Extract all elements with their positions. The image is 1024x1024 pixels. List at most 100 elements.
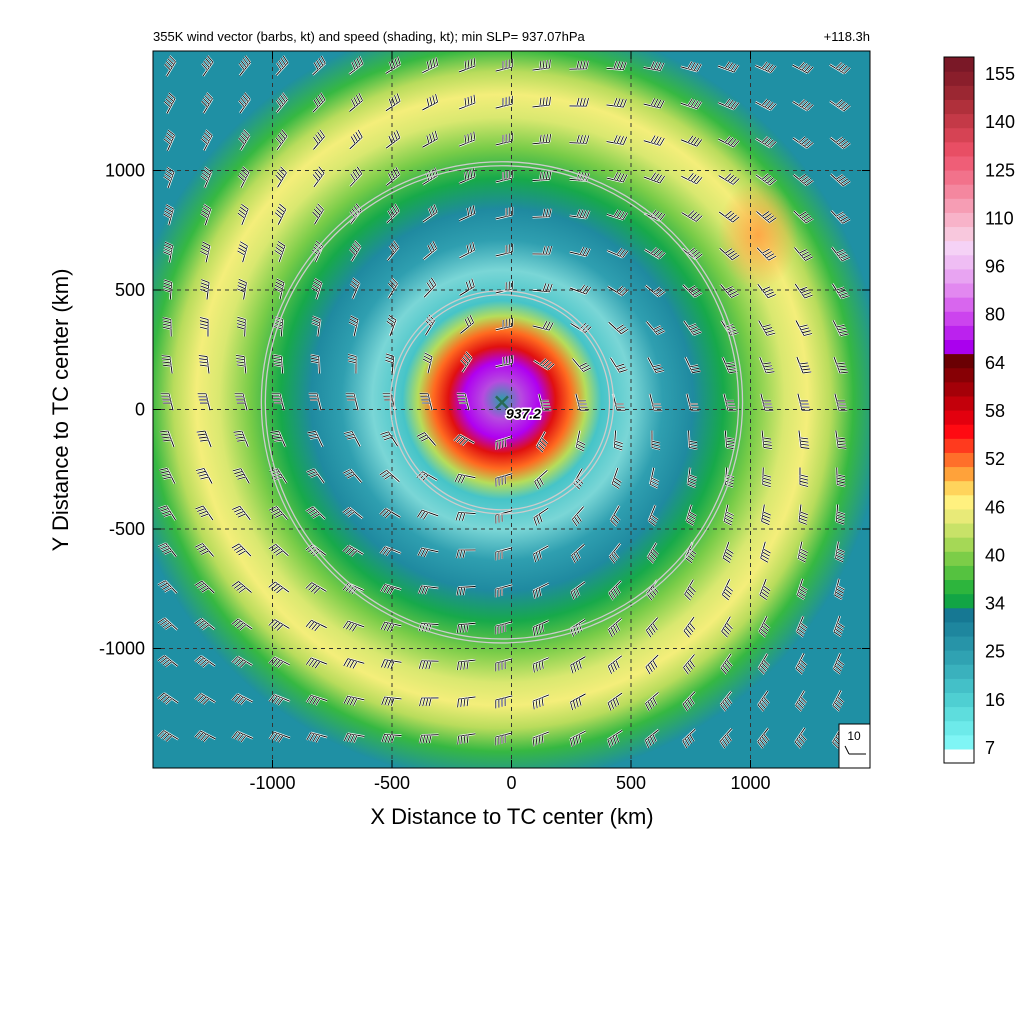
wind-barb (532, 171, 552, 182)
wind-barb (342, 468, 363, 484)
wind-barb (754, 98, 777, 111)
wind-barb (606, 60, 628, 71)
wind-barb (494, 546, 513, 561)
colorbar-segment (944, 268, 974, 284)
wind-barb (683, 320, 702, 336)
wind-barb (832, 356, 849, 374)
wind-barb (494, 694, 513, 709)
wind-barb (532, 59, 552, 72)
wind-barb (830, 209, 851, 225)
wind-barb (379, 507, 401, 519)
wind-barb (535, 430, 549, 453)
wind-barb (643, 60, 665, 72)
wind-barb (570, 580, 586, 601)
wind-barb (201, 55, 214, 77)
wind-barb (194, 655, 216, 668)
wind-barb (792, 98, 814, 112)
wind-barb (609, 505, 621, 527)
wind-barb (532, 656, 550, 673)
wind-barb (794, 727, 807, 749)
wind-barb (237, 203, 250, 226)
wind-barb (829, 136, 851, 150)
wind-barb (717, 98, 740, 111)
wind-barb (532, 693, 550, 710)
wind-barb (421, 56, 439, 74)
colorbar-segment (944, 381, 974, 397)
wind-barb (758, 356, 775, 374)
barb-reference-box: 10 (838, 723, 871, 769)
x-tick-label: 0 (506, 773, 516, 793)
colorbar-tick-label: 125 (985, 160, 1015, 180)
wind-barb (194, 542, 215, 558)
wind-barb (648, 393, 663, 412)
wind-barb (195, 505, 214, 521)
wind-barb (312, 166, 326, 188)
wind-barb (237, 129, 251, 151)
colorbar-segment (944, 565, 974, 581)
colorbar-segment (944, 311, 974, 326)
colorbar-tick-label: 140 (985, 112, 1015, 132)
wind-barb (274, 240, 287, 263)
wind-barb (455, 548, 476, 559)
y-tick-label: 1000 (105, 161, 145, 181)
wind-barb (794, 319, 813, 337)
wind-barb (797, 541, 809, 563)
wind-barb (755, 210, 777, 224)
wind-barb (387, 277, 399, 299)
wind-barb (683, 616, 696, 638)
wind-barb (157, 729, 179, 743)
wind-barb (644, 691, 660, 712)
wind-barb (760, 430, 773, 450)
wind-barb (157, 692, 179, 705)
wind-barb (386, 314, 398, 337)
colorbar-segment (944, 635, 974, 651)
wind-barb (721, 578, 734, 601)
wind-barb (458, 94, 476, 111)
wind-barb (829, 99, 851, 112)
wind-barb (459, 314, 475, 335)
wind-barb (268, 656, 291, 669)
wind-barb (793, 246, 814, 262)
wind-barb (718, 210, 740, 224)
colorbar-segment (944, 579, 974, 595)
wind-barb (343, 430, 362, 448)
wind-barb (680, 61, 703, 73)
wind-barb (231, 618, 253, 631)
wind-barb (311, 203, 325, 225)
chart-title: 355K wind vector (barbs, kt) and speed (… (153, 29, 586, 44)
wind-barb (157, 654, 179, 668)
x-tick-label: 500 (616, 773, 646, 793)
colorbar-segment (944, 254, 974, 270)
wind-barb (606, 171, 628, 184)
wind-barb (162, 241, 174, 263)
wind-barb (231, 693, 254, 706)
wind-barb (684, 356, 701, 374)
colorbar-segment (944, 466, 974, 482)
wind-barb (342, 657, 365, 669)
wind-barb (162, 316, 173, 337)
wind-barb (647, 504, 659, 527)
colorbar-tick-label: 52 (985, 449, 1005, 469)
wind-barb (268, 693, 291, 706)
colorbar-segment (944, 325, 974, 340)
wind-barb (645, 616, 659, 638)
wind-barb (722, 541, 734, 564)
wind-barb (646, 542, 660, 564)
colorbar-segment (944, 155, 974, 171)
wind-barb (270, 430, 287, 448)
wind-barb (721, 356, 738, 374)
wind-barb (158, 504, 177, 521)
wind-barb (495, 206, 514, 221)
wind-barb (163, 129, 176, 152)
wind-barb (797, 430, 810, 450)
wind-barb (495, 132, 514, 147)
wind-barb (646, 356, 665, 374)
colorbar-tick-label: 16 (985, 690, 1005, 710)
colorbar-segment (944, 212, 974, 228)
colorbar-segment (944, 85, 974, 100)
wind-barb (532, 320, 554, 332)
wind-barb (196, 430, 213, 448)
wind-barb (349, 277, 361, 300)
colorbar-segment (944, 678, 974, 693)
